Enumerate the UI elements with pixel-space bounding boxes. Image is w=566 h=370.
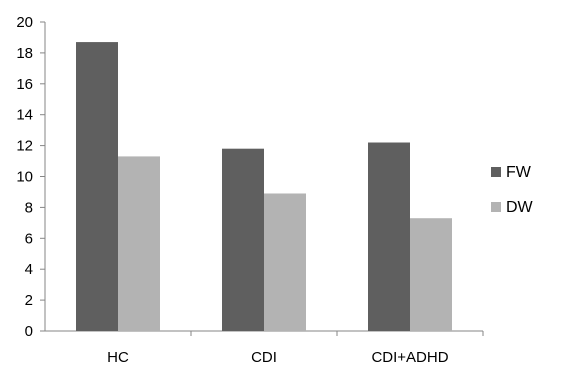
- bar-fw: [222, 148, 264, 331]
- y-tick-label: 18: [16, 45, 33, 62]
- bars: [76, 42, 452, 332]
- legend-swatch-fw: [491, 167, 501, 177]
- bar-dw: [118, 156, 160, 331]
- y-tick-label: 2: [25, 292, 33, 309]
- y-tick-label: 20: [16, 14, 33, 31]
- x-tick-label: HC: [107, 349, 129, 365]
- y-tick-label: 6: [25, 230, 33, 247]
- bar-dw: [410, 218, 452, 331]
- y-tick-label: 14: [16, 107, 33, 124]
- x-tick-label: CDI: [251, 349, 277, 365]
- y-tick-label: 16: [16, 76, 33, 93]
- y-tick-label: 10: [16, 169, 33, 186]
- bar-fw: [76, 42, 118, 332]
- legend-label-dw: DW: [506, 199, 534, 216]
- y-tick-label: 0: [25, 323, 33, 340]
- legend: FW DW: [491, 164, 534, 216]
- bar-fw: [368, 142, 410, 331]
- y-tick-label: 8: [25, 199, 33, 216]
- y-tick-label: 12: [16, 138, 33, 155]
- x-tick-label: CDI+ADHD: [371, 349, 448, 365]
- legend-swatch-dw: [491, 202, 501, 212]
- legend-label-fw: FW: [506, 164, 532, 181]
- bar-dw: [264, 193, 306, 331]
- axis-labels: 0 2 4 6 8 10 12 14 16 18 20 HC CDI CDI+ADHD: [16, 14, 448, 366]
- y-tick-label: 4: [25, 261, 33, 278]
